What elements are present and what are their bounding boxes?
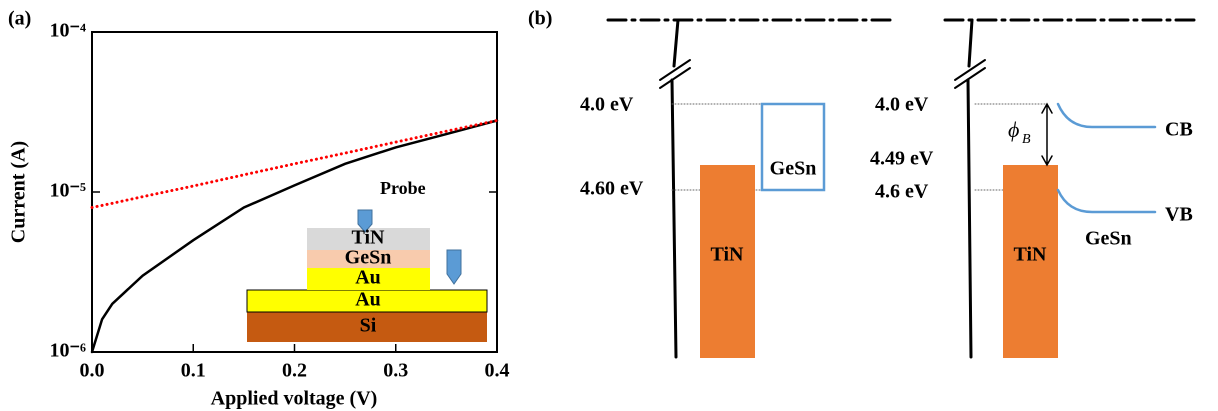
semiconductor-label: GeSn xyxy=(1085,228,1132,250)
band-label: CB xyxy=(1165,119,1193,141)
panel-label: (a) xyxy=(8,8,31,30)
y-axis-label: Current (A) xyxy=(8,141,30,243)
y-tick-label: 10⁻⁴ xyxy=(49,20,86,42)
inset-label: Si xyxy=(360,315,377,337)
y-tick-label: 10⁻⁶ xyxy=(49,340,86,362)
valence-band xyxy=(1058,190,1155,212)
data-line xyxy=(92,121,497,208)
barrier-subscript: B xyxy=(1022,132,1031,147)
level-label: 4.0 eV xyxy=(875,94,929,116)
panel-label: (b) xyxy=(528,8,552,30)
barrier-symbol: ϕ xyxy=(1008,117,1019,142)
band-label: VB xyxy=(1165,204,1193,226)
x-axis-label: Applied voltage (V) xyxy=(211,388,378,410)
x-tick-label: 0.4 xyxy=(485,360,510,382)
inset-label: Au xyxy=(355,289,381,311)
semiconductor-label: GeSn xyxy=(770,158,817,180)
level-label: 4.60 eV xyxy=(580,178,644,200)
x-tick-label: 0.3 xyxy=(383,360,408,382)
inset-label: Au xyxy=(355,267,381,289)
y-tick-label: 10⁻⁵ xyxy=(49,180,86,202)
barrier-arrow xyxy=(1042,104,1052,165)
x-tick-label: 0.2 xyxy=(282,360,307,382)
inset-label: Probe xyxy=(380,178,426,198)
level-label: 4.6 eV xyxy=(875,181,929,203)
metal-label: TiN xyxy=(1014,244,1048,266)
inset-label: GeSn xyxy=(345,247,392,269)
band-diagram: (b) 4.0 eV 4.60 eV TiN GeSn 4.0 eV 4.49 … xyxy=(528,8,1195,358)
probe xyxy=(447,250,461,284)
x-tick-label: 0.0 xyxy=(80,360,105,382)
x-tick-label: 0.1 xyxy=(181,360,206,382)
level-label: 4.0 eV xyxy=(580,94,634,116)
conduction-band xyxy=(1058,104,1155,127)
inset-label: TiN xyxy=(352,227,386,249)
level-label: 4.49 eV xyxy=(870,148,934,170)
metal-label: TiN xyxy=(711,244,745,266)
figure: Probe TiN GeSn Au Au Si (a) Applied volt… xyxy=(0,0,1218,411)
inset: Probe TiN GeSn Au Au Si xyxy=(247,178,487,342)
